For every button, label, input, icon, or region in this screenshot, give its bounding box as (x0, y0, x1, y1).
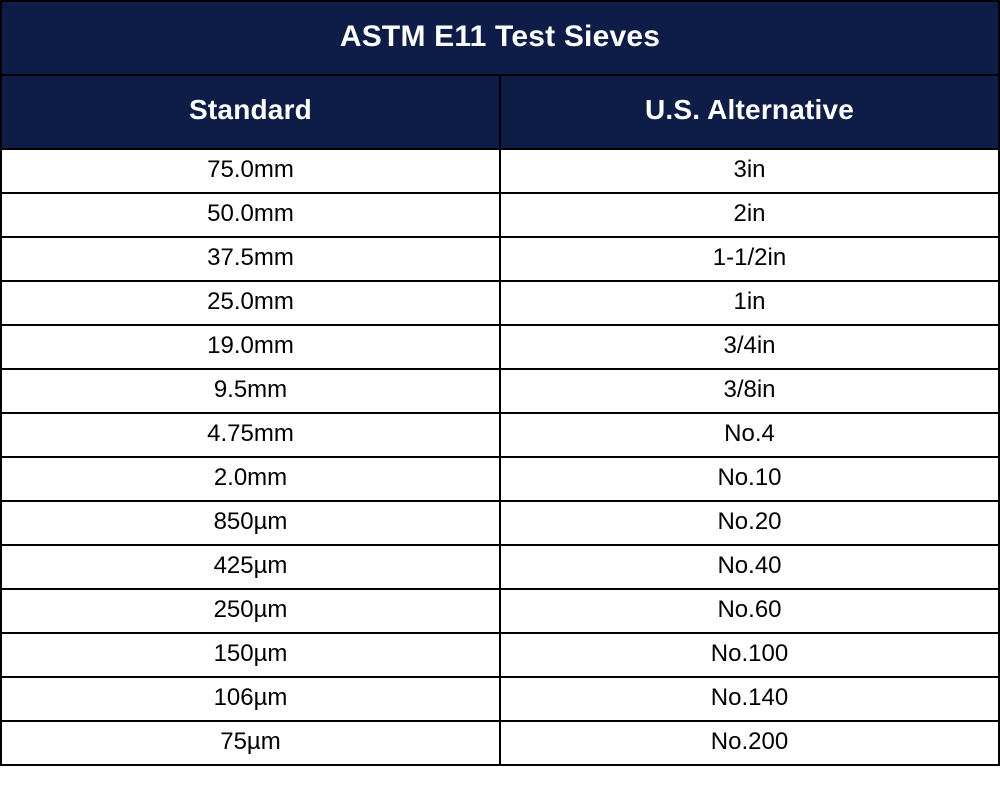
cell-standard: 2.0mm (1, 457, 500, 501)
cell-us-alt: No.100 (500, 633, 999, 677)
table-row: 150µm No.100 (1, 633, 999, 677)
table-row: 37.5mm 1-1/2in (1, 237, 999, 281)
table-title: ASTM E11 Test Sieves (1, 1, 999, 75)
cell-standard: 75µm (1, 721, 500, 765)
table-row: 9.5mm 3/8in (1, 369, 999, 413)
cell-standard: 25.0mm (1, 281, 500, 325)
cell-standard: 425µm (1, 545, 500, 589)
cell-us-alt: No.40 (500, 545, 999, 589)
cell-standard: 9.5mm (1, 369, 500, 413)
table-row: 4.75mm No.4 (1, 413, 999, 457)
cell-us-alt: 1-1/2in (500, 237, 999, 281)
cell-standard: 50.0mm (1, 193, 500, 237)
cell-us-alt: 1in (500, 281, 999, 325)
sieve-table-container: ASTM E11 Test Sieves Standard U.S. Alter… (0, 0, 1000, 766)
cell-us-alt: 3/4in (500, 325, 999, 369)
cell-standard: 850µm (1, 501, 500, 545)
cell-standard: 37.5mm (1, 237, 500, 281)
cell-us-alt: No.20 (500, 501, 999, 545)
table-row: 425µm No.40 (1, 545, 999, 589)
table-row: 75.0mm 3in (1, 149, 999, 193)
table-row: 850µm No.20 (1, 501, 999, 545)
table-row: 2.0mm No.10 (1, 457, 999, 501)
table-row: 25.0mm 1in (1, 281, 999, 325)
cell-standard: 19.0mm (1, 325, 500, 369)
cell-us-alt: No.4 (500, 413, 999, 457)
table-row: 250µm No.60 (1, 589, 999, 633)
cell-us-alt: No.200 (500, 721, 999, 765)
table-row: 75µm No.200 (1, 721, 999, 765)
cell-us-alt: No.10 (500, 457, 999, 501)
cell-us-alt: 3in (500, 149, 999, 193)
cell-us-alt: No.60 (500, 589, 999, 633)
table-row: 19.0mm 3/4in (1, 325, 999, 369)
cell-standard: 4.75mm (1, 413, 500, 457)
cell-us-alt: No.140 (500, 677, 999, 721)
column-header-row: Standard U.S. Alternative (1, 75, 999, 149)
sieve-table: ASTM E11 Test Sieves Standard U.S. Alter… (0, 0, 1000, 766)
cell-standard: 106µm (1, 677, 500, 721)
cell-standard: 150µm (1, 633, 500, 677)
cell-us-alt: 3/8in (500, 369, 999, 413)
table-body: 75.0mm 3in 50.0mm 2in 37.5mm 1-1/2in 25.… (1, 149, 999, 765)
col-header-us-alternative: U.S. Alternative (500, 75, 999, 149)
table-row: 106µm No.140 (1, 677, 999, 721)
table-row: 50.0mm 2in (1, 193, 999, 237)
title-row: ASTM E11 Test Sieves (1, 1, 999, 75)
cell-standard: 75.0mm (1, 149, 500, 193)
cell-standard: 250µm (1, 589, 500, 633)
col-header-standard: Standard (1, 75, 500, 149)
cell-us-alt: 2in (500, 193, 999, 237)
